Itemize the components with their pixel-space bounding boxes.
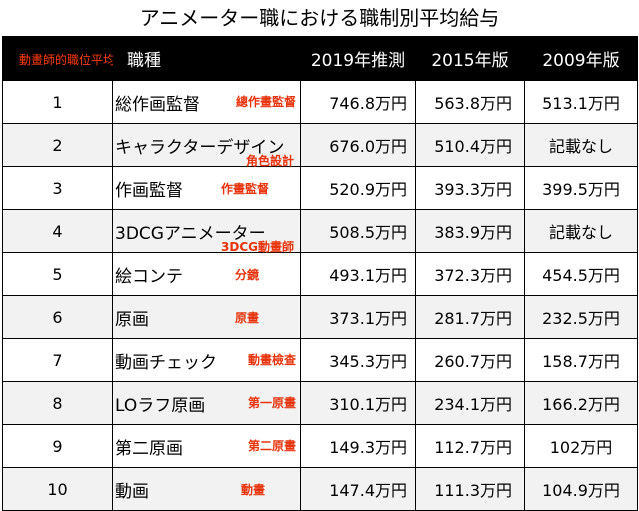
rank-cell: 4: [2, 209, 113, 253]
job-cell: 作画監督 作畫監督: [112, 166, 301, 210]
salary-2009-cell: 記載なし: [524, 209, 638, 253]
job-title-zh: 第一原畫: [247, 396, 296, 410]
salary-2009-cell: 513.1万円: [524, 80, 638, 124]
job-title-zh: 動畫檢查: [247, 353, 296, 367]
rank-cell: 7: [2, 338, 113, 382]
salary-2009-cell: 232.5万円: [524, 295, 638, 339]
rank-cell: 5: [2, 252, 113, 296]
salary-2015-cell: 393.3万円: [415, 166, 525, 210]
job-cell: 動画チェック 動畫檢查: [112, 338, 301, 382]
salary-2019-cell: 373.1万円: [300, 295, 416, 339]
salary-2015-cell: 260.7万円: [415, 338, 525, 382]
job-cell: 絵コンテ 分鏡: [112, 252, 301, 296]
job-title-zh: 動畫: [241, 483, 266, 497]
table-header-row: 動畫師的職位平均薪資 職種 2019年推測 2015年版 2009年版: [2, 36, 638, 81]
salary-2015-cell: 281.7万円: [415, 295, 525, 339]
job-cell: 総作画監督 總作畫監督: [112, 80, 301, 124]
job-title-ja: 動画チェック: [115, 352, 217, 373]
job-title-ja: 絵コンテ: [115, 266, 183, 287]
job-title-ja: 作画監督: [115, 180, 183, 201]
salary-table: 動畫師的職位平均薪資 職種 2019年推測 2015年版 2009年版 1 総作…: [2, 36, 638, 511]
job-title-zh: 原畫: [235, 311, 260, 325]
salary-2015-cell: 112.7万円: [415, 424, 525, 468]
header-job-type: 職種: [112, 36, 301, 81]
job-title-zh: 3DCG動畫師: [221, 240, 294, 254]
job-cell: 原画 原畫: [112, 295, 301, 339]
salary-2019-cell: 746.8万円: [300, 80, 416, 124]
job-title-ja: LOラフ原画: [115, 395, 206, 416]
job-title-zh: 作畫監督: [221, 182, 270, 196]
salary-2009-cell: 158.7万円: [524, 338, 638, 382]
table-row: 8 LOラフ原画 第一原畫 310.1万円 234.1万円 166.2万円: [2, 381, 638, 425]
job-title-ja: 第二原画: [115, 438, 183, 459]
job-title-ja: 動画: [115, 481, 149, 502]
header-2015-edition: 2015年版: [415, 36, 525, 81]
salary-2015-cell: 510.4万円: [415, 123, 525, 167]
rank-cell: 1: [2, 80, 113, 124]
rank-cell: 8: [2, 381, 113, 425]
rank-cell: 6: [2, 295, 113, 339]
salary-2019-cell: 493.1万円: [300, 252, 416, 296]
job-cell: 第二原画 第二原畫: [112, 424, 301, 468]
page-title: アニメーター職における職制別平均給与: [139, 6, 500, 30]
header-2009-edition: 2009年版: [524, 36, 638, 81]
salary-2019-cell: 147.4万円: [300, 467, 416, 511]
job-cell: 3DCGアニメーター 3DCG動畫師: [112, 209, 301, 254]
job-title-zh: 分鏡: [235, 268, 260, 282]
salary-2019-cell: 345.3万円: [300, 338, 416, 382]
salary-2015-cell: 234.1万円: [415, 381, 525, 425]
salary-2009-cell: 102万円: [524, 424, 638, 468]
rank-cell: 2: [2, 123, 113, 167]
job-cell: LOラフ原画 第一原畫: [112, 381, 301, 425]
salary-2009-cell: 454.5万円: [524, 252, 638, 296]
job-title-zh: 總作畫監督: [235, 95, 296, 109]
salary-2019-cell: 676.0万円: [300, 123, 416, 167]
job-title-ja: 原画: [115, 309, 149, 330]
job-title-zh: 角色設計: [245, 154, 294, 168]
header-2019-estimate: 2019年推測: [300, 36, 416, 81]
table-row: 9 第二原画 第二原畫 149.3万円 112.7万円 102万円: [2, 424, 638, 468]
job-title-ja: 総作画監督: [115, 94, 200, 115]
salary-2019-cell: 520.9万円: [300, 166, 416, 210]
header-rank-cell: 動畫師的職位平均薪資: [2, 36, 139, 81]
table-row: 6 原画 原畫 373.1万円 281.7万円 232.5万円: [2, 295, 638, 339]
job-cell: キャラクターデザイン 角色設計: [112, 123, 301, 168]
salary-2019-cell: 508.5万円: [300, 209, 416, 253]
table-row: 4 3DCGアニメーター 3DCG動畫師 508.5万円 383.9万円 記載な…: [2, 209, 638, 254]
salary-2015-cell: 563.8万円: [415, 80, 525, 124]
salary-2009-cell: 166.2万円: [524, 381, 638, 425]
salary-2019-cell: 310.1万円: [300, 381, 416, 425]
salary-2009-cell: 104.9万円: [524, 467, 638, 511]
salary-2019-cell: 149.3万円: [300, 424, 416, 468]
table-row: 1 総作画監督 總作畫監督 746.8万円 563.8万円 513.1万円: [2, 80, 638, 124]
job-title-zh: 第二原畫: [247, 439, 296, 453]
salary-2015-cell: 383.9万円: [415, 209, 525, 253]
rank-cell: 9: [2, 424, 113, 468]
table-row: 3 作画監督 作畫監督 520.9万円 393.3万円 399.5万円: [2, 166, 638, 210]
salary-2015-cell: 111.3万円: [415, 467, 525, 511]
table-row: 10 動画 動畫 147.4万円 111.3万円 104.9万円: [2, 467, 638, 511]
job-title-ja: 3DCGアニメーター: [115, 223, 266, 244]
salary-2009-cell: 399.5万円: [524, 166, 638, 210]
header-chinese-label: 動畫師的職位平均薪資: [19, 52, 140, 67]
job-cell: 動画 動畫: [112, 467, 301, 511]
table-row: 2 キャラクターデザイン 角色設計 676.0万円 510.4万円 記載なし: [2, 123, 638, 168]
job-title-ja: キャラクターデザイン: [115, 137, 285, 158]
table-row: 7 動画チェック 動畫檢查 345.3万円 260.7万円 158.7万円: [2, 338, 638, 382]
table-row: 5 絵コンテ 分鏡 493.1万円 372.3万円 454.5万円: [2, 252, 638, 296]
rank-cell: 3: [2, 166, 113, 210]
salary-2015-cell: 372.3万円: [415, 252, 525, 296]
rank-cell: 10: [2, 467, 113, 511]
salary-2009-cell: 記載なし: [524, 123, 638, 167]
